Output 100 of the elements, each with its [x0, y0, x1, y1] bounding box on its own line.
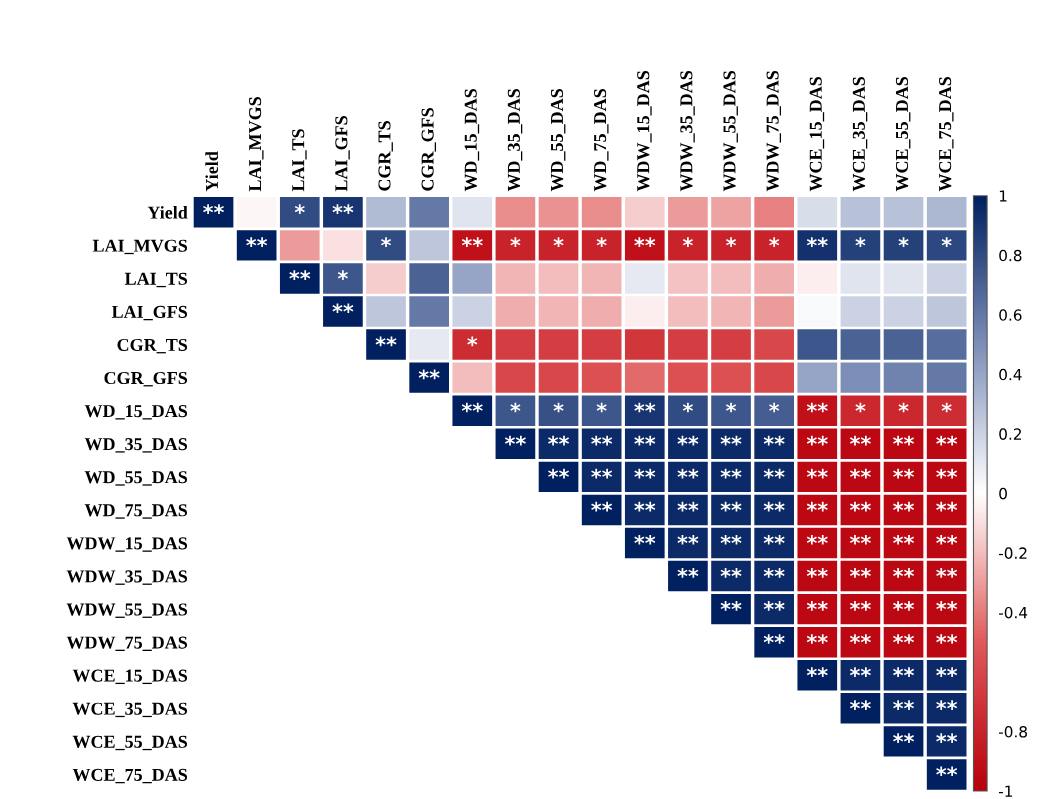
y-tick-label: WCE_15_DAS: [72, 669, 188, 685]
data-label: **: [936, 501, 958, 512]
data-label: **: [720, 501, 742, 512]
data-label: **: [806, 402, 828, 413]
x-tick-label: LAI_GFS: [335, 116, 350, 192]
data-label: *: [898, 402, 909, 413]
x-tick-label: Yield: [205, 151, 219, 192]
data-label: **: [936, 435, 958, 446]
data-label: **: [806, 568, 828, 578]
data-label: **: [634, 534, 656, 545]
data-label: **: [849, 435, 871, 446]
data-label: **: [936, 468, 958, 479]
data-label: **: [893, 468, 915, 479]
data-label: **: [504, 435, 526, 446]
data-label: **: [806, 501, 828, 512]
data-label: **: [806, 634, 828, 644]
color-bar-label: 0.4: [999, 368, 1022, 381]
y-tick-label: LAI_TS: [124, 272, 188, 288]
x-tick-label: WDW_15_DAS: [637, 70, 652, 192]
color-bar-label: -0.8: [998, 725, 1027, 738]
data-label: **: [591, 501, 613, 512]
x-tick-label: WD_55_DAS: [550, 89, 566, 192]
x-tick-label: CGR_TS: [378, 121, 393, 191]
data-label: **: [677, 568, 699, 578]
y-tick-label: WCE_35_DAS: [72, 702, 188, 718]
data-label: *: [510, 237, 521, 247]
data-label: **: [893, 700, 915, 710]
data-label: *: [855, 402, 866, 413]
data-label: **: [806, 435, 828, 446]
color-bar-label: 0.6: [999, 309, 1022, 321]
y-tick-label: WDW_55_DAS: [66, 603, 188, 618]
y-tick-label: LAI_GFS: [111, 305, 188, 321]
data-label: **: [849, 700, 871, 710]
x-tick-label: WDW_35_DAS: [680, 70, 695, 192]
y-tick-label: WDW_35_DAS: [66, 570, 188, 585]
data-label: **: [720, 468, 742, 479]
x-tick-label: WCE_55_DAS: [895, 76, 911, 192]
data-label: *: [769, 402, 780, 413]
data-label: **: [806, 601, 828, 611]
y-tick-label: WDW_75_DAS: [66, 636, 188, 651]
x-tick-label: CGR_GFS: [421, 108, 437, 191]
data-label: *: [510, 402, 521, 413]
data-label: **: [893, 634, 915, 644]
y-tick-label: CGR_TS: [117, 338, 188, 354]
data-label: **: [849, 667, 871, 677]
data-label: *: [769, 237, 780, 247]
x-tick-label: WD_35_DAS: [507, 89, 523, 192]
data-label: **: [936, 634, 958, 644]
data-label: *: [726, 237, 737, 247]
data-label: **: [246, 237, 268, 247]
data-label: *: [726, 402, 737, 413]
data-label: *: [596, 237, 607, 247]
data-label: **: [763, 568, 785, 578]
data-label: **: [332, 303, 354, 314]
data-label: *: [467, 336, 478, 347]
data-label: **: [806, 237, 828, 247]
y-tick-label: WD_15_DAS: [84, 405, 188, 420]
data-label: **: [548, 468, 570, 479]
data-label: **: [806, 667, 828, 677]
data-label: **: [634, 237, 656, 247]
data-label: **: [591, 468, 613, 479]
color-bar-label: -1: [998, 785, 1013, 797]
data-label: **: [936, 601, 958, 611]
data-label: **: [634, 468, 656, 479]
data-label: **: [936, 534, 958, 545]
data-label: **: [763, 534, 785, 545]
data-label: **: [936, 667, 958, 677]
data-label: **: [591, 435, 613, 446]
x-tick-label: WD_15_DAS: [464, 89, 480, 192]
data-label: *: [941, 237, 952, 247]
data-label: **: [893, 435, 915, 446]
data-label: **: [806, 534, 828, 545]
x-tick-label: WCE_75_DAS: [939, 76, 954, 192]
y-tick-label: WD_55_DAS: [84, 471, 188, 486]
data-label: **: [849, 568, 871, 578]
data-label: **: [634, 501, 656, 512]
data-label: *: [855, 237, 866, 247]
data-label: **: [677, 435, 699, 446]
data-label: *: [941, 402, 952, 413]
data-label: **: [849, 468, 871, 479]
data-label: **: [634, 402, 656, 413]
data-label: **: [720, 435, 742, 446]
data-label: *: [682, 237, 693, 247]
data-label: **: [332, 204, 354, 214]
color-bar-label: -0.4: [998, 606, 1028, 619]
data-label: **: [893, 733, 915, 744]
data-label: **: [893, 534, 915, 545]
data-label: *: [596, 402, 607, 413]
data-label: **: [763, 501, 785, 512]
data-label: **: [849, 601, 871, 611]
data-label: *: [337, 270, 348, 281]
data-label: **: [849, 634, 871, 644]
data-label: **: [634, 435, 656, 446]
y-tick-label: WD_35_DAS: [84, 438, 188, 453]
x-tick-label: LAI_MVGS: [249, 97, 264, 192]
data-label: **: [763, 634, 785, 644]
data-label: **: [289, 270, 311, 281]
x-tick-label: WDW_75_DAS: [766, 70, 782, 192]
data-label: *: [553, 237, 564, 247]
y-tick-label: WD_75_DAS: [84, 504, 188, 519]
